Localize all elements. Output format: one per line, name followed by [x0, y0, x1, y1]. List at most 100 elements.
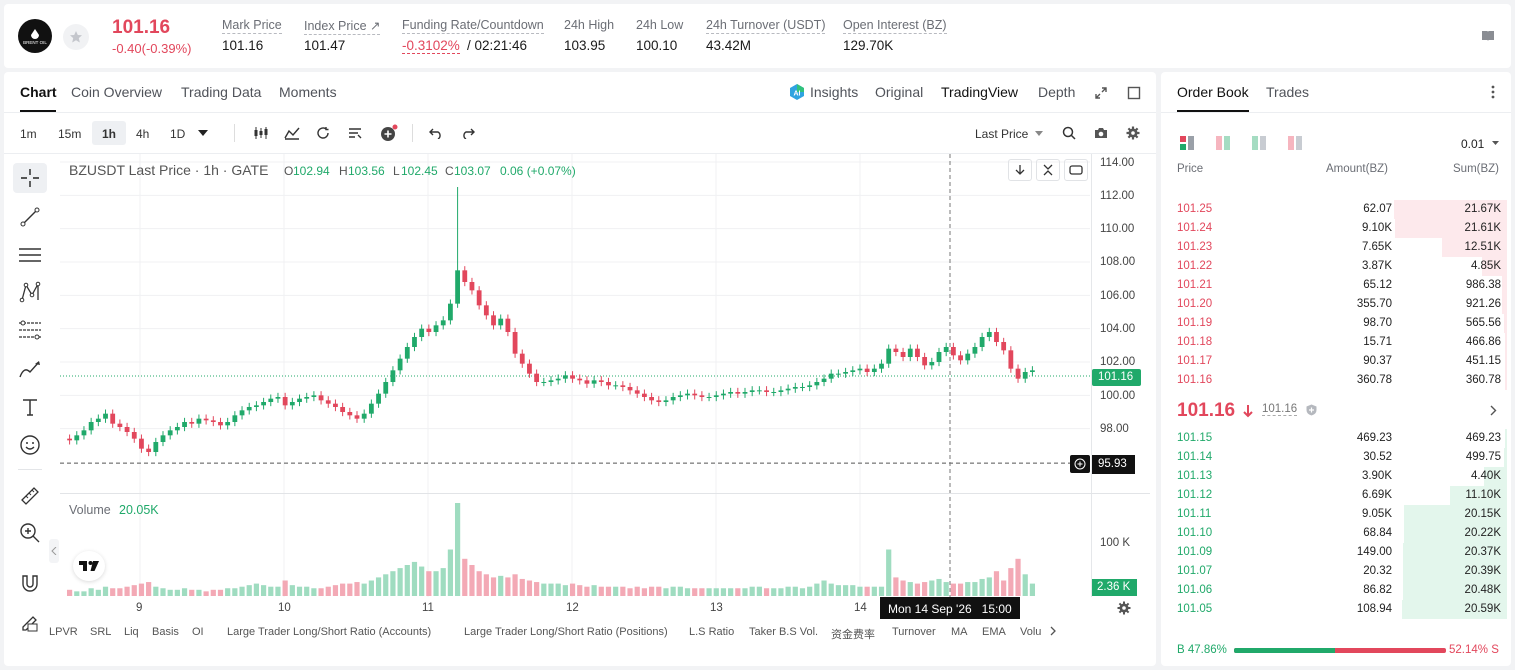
crosshair-tool-icon[interactable]: [13, 163, 47, 193]
view-original[interactable]: Original: [875, 84, 924, 100]
book-mode-bids-asks-icon[interactable]: [1214, 135, 1232, 151]
book-icon[interactable]: [1478, 27, 1498, 45]
ask-row[interactable]: 101.19 98.70 565.56: [1163, 314, 1511, 333]
precision-select[interactable]: 0.01: [1461, 137, 1485, 151]
bid-row[interactable]: 101.12 6.69K 11.10K: [1163, 486, 1511, 505]
book-mode-bids-icon[interactable]: [1250, 135, 1268, 151]
ask-row[interactable]: 101.18 15.71 466.86: [1163, 333, 1511, 352]
tab-moments[interactable]: Moments: [279, 84, 337, 100]
timeframe-15m[interactable]: 15m: [58, 127, 82, 141]
indicator-liq[interactable]: Liq: [124, 626, 139, 638]
timeframe-dropdown-icon[interactable]: [196, 127, 210, 139]
insights-button[interactable]: Insights: [810, 84, 859, 100]
refresh-icon[interactable]: [313, 124, 333, 142]
expand-icon[interactable]: [1092, 84, 1110, 102]
window-icon[interactable]: [1125, 84, 1143, 102]
view-tradingview[interactable]: TradingView: [941, 84, 1019, 100]
bid-row[interactable]: 101.06 86.82 20.48K: [1163, 581, 1511, 600]
bid-row[interactable]: 101.15 469.23 469.23: [1163, 429, 1511, 448]
tab-order-book[interactable]: Order Book: [1177, 84, 1249, 100]
fit-chart-icon[interactable]: [1036, 159, 1060, 181]
horizontal-lines-tool-icon[interactable]: [13, 240, 47, 270]
candle-body: [512, 332, 518, 354]
indicator-large-trader-positions[interactable]: Large Trader Long/Short Ratio (Positions…: [464, 626, 668, 638]
book-mode-asks-icon[interactable]: [1286, 135, 1304, 151]
precision-dropdown-icon[interactable]: [1490, 139, 1500, 147]
bid-row[interactable]: 101.13 3.90K 4.40K: [1163, 467, 1511, 486]
add-alert-icon[interactable]: [1070, 455, 1090, 473]
brent-oil-logo: BRENT OIL: [18, 19, 52, 53]
timeframe-4h[interactable]: 4h: [136, 127, 150, 141]
indicator-turnover[interactable]: Turnover: [892, 626, 936, 638]
indicator-ema[interactable]: EMA: [982, 626, 1006, 638]
settings-gear-icon[interactable]: [1124, 124, 1142, 142]
scroll-down-icon[interactable]: [1008, 159, 1032, 181]
ask-row[interactable]: 101.17 90.37 451.15: [1163, 352, 1511, 371]
pattern-tool-icon[interactable]: [13, 277, 47, 307]
price-type-dropdown-icon[interactable]: [1034, 129, 1044, 137]
more-options-icon[interactable]: [1486, 84, 1500, 100]
ask-row[interactable]: 101.21 65.12 986.38: [1163, 276, 1511, 295]
zoom-in-tool-icon[interactable]: [13, 518, 47, 548]
ask-row[interactable]: 101.22 3.87K 4.85K: [1163, 257, 1511, 276]
pencil-lock-tool-icon[interactable]: [13, 607, 47, 637]
orderbook-expand-chevron-icon[interactable]: [1487, 403, 1499, 417]
timeframe-1h[interactable]: 1h: [102, 127, 117, 141]
volume-bar: [397, 568, 403, 596]
view-depth[interactable]: Depth: [1038, 84, 1076, 100]
indicator-large-trader-accounts[interactable]: Large Trader Long/Short Ratio (Accounts): [227, 626, 432, 638]
indicator-lpvr[interactable]: LPVR: [49, 626, 78, 638]
price-chart[interactable]: [60, 154, 1150, 604]
timeframe-1m[interactable]: 1m: [20, 127, 37, 141]
tab-coin-overview[interactable]: Coin Overview: [71, 84, 163, 100]
volume-bar: [886, 549, 892, 596]
volume-bar: [1022, 574, 1028, 596]
indicators-icon[interactable]: [282, 124, 302, 142]
indicator-ls-ratio[interactable]: L.S Ratio: [689, 626, 735, 638]
tab-trades[interactable]: Trades: [1266, 84, 1310, 100]
ask-row[interactable]: 101.16 360.78 360.78: [1163, 371, 1511, 390]
index-price-label[interactable]: Index Price ↗: [304, 19, 381, 35]
undo-icon[interactable]: [427, 124, 445, 142]
tab-chart[interactable]: Chart: [20, 84, 57, 100]
indicator-basis[interactable]: Basis: [152, 626, 179, 638]
fib-tool-icon[interactable]: [13, 315, 47, 345]
indicator-funding-rate[interactable]: 资金费率: [831, 629, 875, 641]
emoji-tool-icon[interactable]: [13, 430, 47, 460]
collapse-sidebar-icon[interactable]: [49, 539, 59, 563]
ask-row[interactable]: 101.24 9.10K 21.61K: [1163, 219, 1511, 238]
trend-line-tool-icon[interactable]: [13, 202, 47, 232]
camera-icon[interactable]: [1092, 124, 1110, 142]
bid-row[interactable]: 101.07 20.32 20.39K: [1163, 562, 1511, 581]
ask-row[interactable]: 101.20 355.70 921.26: [1163, 295, 1511, 314]
ruler-tool-icon[interactable]: [13, 481, 47, 511]
bid-row[interactable]: 101.14 30.52 499.75: [1163, 448, 1511, 467]
indicator-oi[interactable]: OI: [192, 626, 204, 638]
price-type-select[interactable]: Last Price: [975, 127, 1029, 141]
timeframe-1d[interactable]: 1D: [170, 127, 186, 141]
template-icon[interactable]: [345, 124, 365, 142]
ask-row[interactable]: 101.23 7.65K 12.51K: [1163, 238, 1511, 257]
magnet-tool-icon[interactable]: [13, 569, 47, 599]
book-mode-both-icon[interactable]: [1178, 135, 1196, 151]
bid-row[interactable]: 101.09 149.00 20.37K: [1163, 543, 1511, 562]
search-icon[interactable]: [1060, 124, 1078, 142]
bid-row[interactable]: 101.05 108.94 20.59K: [1163, 600, 1511, 619]
indicator-ma[interactable]: MA: [951, 626, 968, 638]
chart-settings-icon[interactable]: [1115, 599, 1133, 617]
tab-trading-data[interactable]: Trading Data: [181, 84, 262, 100]
bid-row[interactable]: 101.10 68.84 20.22K: [1163, 524, 1511, 543]
candles-icon[interactable]: [251, 124, 271, 142]
indicators-next-icon[interactable]: [1046, 624, 1060, 638]
indicator-volume[interactable]: Volu: [1020, 626, 1042, 638]
toggle-layout-icon[interactable]: [1064, 159, 1088, 181]
bid-row[interactable]: 101.11 9.05K 20.15K: [1163, 505, 1511, 524]
brush-tool-icon[interactable]: [13, 354, 47, 384]
indicator-srl[interactable]: SRL: [90, 626, 112, 638]
ask-row[interactable]: 101.25 62.07 21.67K: [1163, 200, 1511, 219]
indicator-taker-bs-vol[interactable]: Taker B.S Vol.: [749, 626, 819, 638]
redo-icon[interactable]: [459, 124, 477, 142]
text-tool-icon[interactable]: [13, 392, 47, 422]
add-indicator-icon[interactable]: [378, 123, 400, 143]
favorite-star-icon[interactable]: [63, 24, 89, 50]
